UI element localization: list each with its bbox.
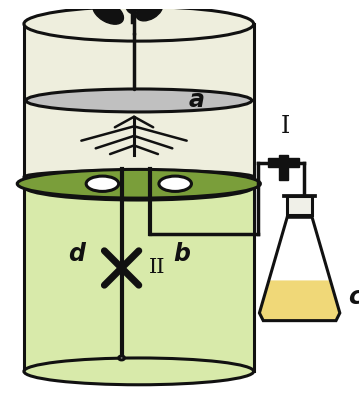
Text: a: a [188, 89, 204, 112]
Ellipse shape [26, 89, 252, 112]
Polygon shape [24, 186, 254, 371]
Ellipse shape [93, 1, 123, 24]
Polygon shape [24, 24, 254, 177]
Text: c: c [348, 285, 359, 309]
Ellipse shape [24, 7, 254, 41]
Ellipse shape [24, 173, 254, 200]
Bar [279, 155, 288, 180]
Polygon shape [260, 280, 340, 321]
Ellipse shape [17, 169, 260, 198]
Text: II: II [148, 259, 165, 277]
Ellipse shape [159, 176, 191, 191]
Text: d: d [68, 242, 85, 265]
Ellipse shape [125, 0, 139, 13]
Polygon shape [287, 196, 312, 215]
Ellipse shape [143, 0, 164, 2]
Text: b: b [173, 242, 190, 265]
Ellipse shape [86, 176, 119, 191]
Ellipse shape [24, 358, 254, 385]
Bar [268, 158, 299, 168]
Ellipse shape [136, 0, 163, 21]
Text: I: I [281, 115, 290, 138]
Ellipse shape [119, 356, 125, 360]
Ellipse shape [24, 170, 254, 184]
